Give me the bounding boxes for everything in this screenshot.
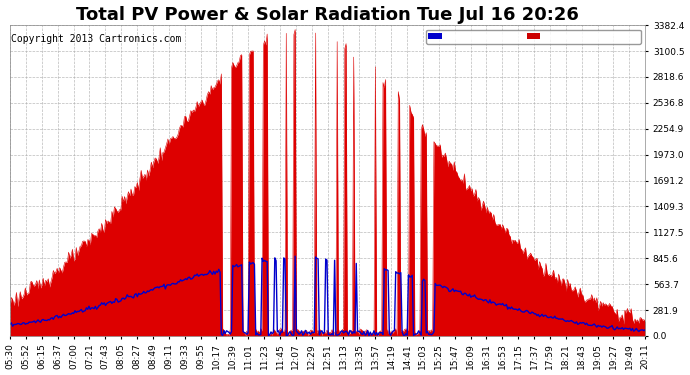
Title: Total PV Power & Solar Radiation Tue Jul 16 20:26: Total PV Power & Solar Radiation Tue Jul… [76, 6, 579, 24]
Text: Copyright 2013 Cartronics.com: Copyright 2013 Cartronics.com [10, 34, 181, 44]
Legend: Radiation (w/m2), PV Panels (DC Watts): Radiation (w/m2), PV Panels (DC Watts) [426, 30, 641, 44]
